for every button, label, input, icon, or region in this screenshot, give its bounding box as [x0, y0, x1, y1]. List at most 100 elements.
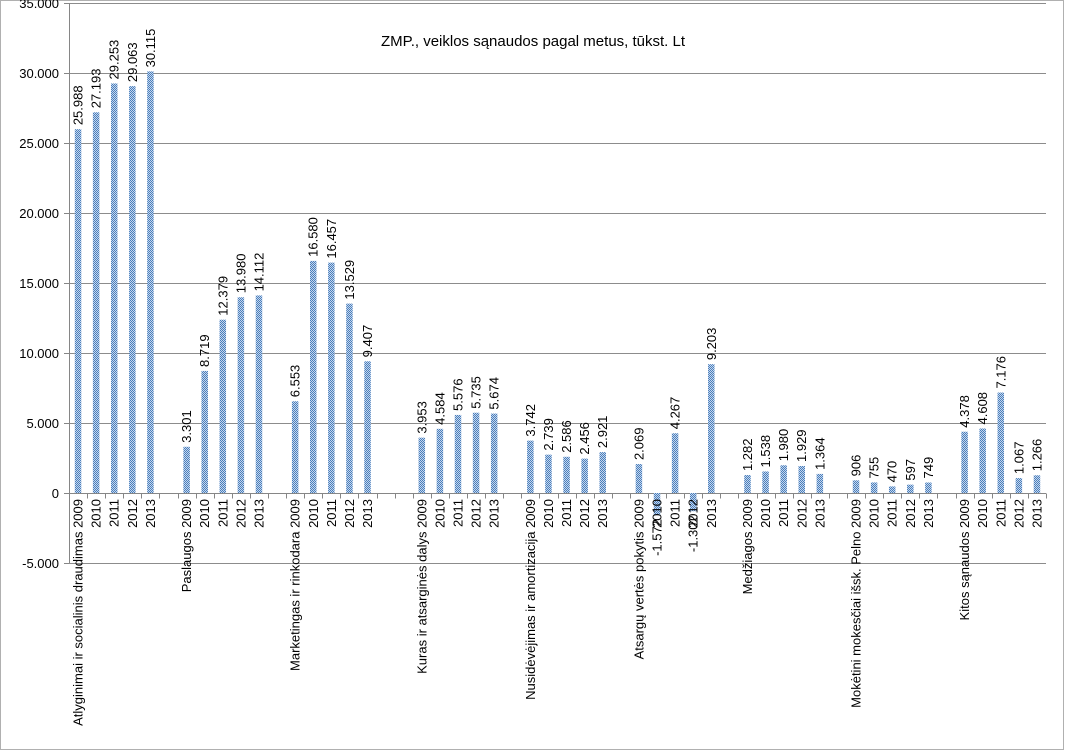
- bar-14: [328, 262, 335, 493]
- bar-3: [129, 86, 136, 494]
- bar-29: [599, 452, 606, 493]
- x-tick-label: 2011: [559, 499, 574, 527]
- bar-34: [689, 493, 697, 512]
- data-label: 2.739: [541, 418, 556, 451]
- data-label: 13.980: [233, 254, 248, 294]
- x-tick-label: 2011: [324, 499, 339, 527]
- bar-21: [454, 414, 462, 493]
- x-tick-label: Kitos sąnaudos 2009: [957, 499, 972, 620]
- x-tick-label: 2013: [812, 499, 827, 528]
- data-label: 14.112: [251, 253, 266, 292]
- x-tick-label: Nusidėvėjimas ir amortizacija 2009: [523, 499, 538, 700]
- x-tick-label: 2010: [306, 499, 321, 528]
- data-label: 2.069: [631, 427, 646, 460]
- data-label: 3.301: [179, 410, 194, 443]
- x-tick-label: Mokėtini mokesčiai išsk. Pelno 2009: [849, 499, 864, 708]
- y-tick-label: -5.000: [22, 556, 59, 571]
- y-tick-label: 15.000: [19, 276, 59, 291]
- data-label: 8.719: [197, 334, 212, 367]
- x-tick-label: 2010: [758, 499, 773, 528]
- data-label: 5.674: [487, 377, 502, 410]
- x-tick-label: Atlyginimai ir socialinis draudimas 2009: [71, 499, 86, 726]
- bar-32: [653, 493, 661, 516]
- data-label: 13.529: [342, 260, 357, 300]
- data-label: 7.176: [993, 356, 1008, 389]
- x-tick-label: 2012: [794, 499, 809, 528]
- x-tick-label: 2011: [107, 499, 122, 527]
- x-tick-label: 2013: [921, 499, 936, 528]
- bar-13: [310, 260, 317, 493]
- y-tick-label: 30.000: [19, 66, 59, 81]
- bar-46: [907, 484, 914, 493]
- x-tick-label: 2013: [360, 499, 375, 528]
- data-label: 9.203: [704, 328, 719, 361]
- data-label: 3.742: [523, 404, 538, 437]
- bar-16: [364, 361, 371, 493]
- x-tick-label: 2011: [450, 499, 465, 527]
- bar-19: [418, 437, 426, 493]
- data-label: 9.407: [360, 325, 375, 358]
- axes: [64, 3, 1047, 564]
- data-label: 29.063: [125, 42, 140, 82]
- gridlines: [69, 3, 1046, 564]
- data-label: 1.266: [1029, 439, 1044, 472]
- x-tick-label: 2010: [975, 499, 990, 528]
- data-label: 1.282: [740, 439, 755, 472]
- data-label: -1.572: [650, 519, 665, 556]
- data-label: 1.067: [1011, 442, 1026, 475]
- x-tick-label: 2013: [595, 499, 610, 528]
- data-label: 1.538: [758, 435, 773, 468]
- x-tick-label: 2012: [342, 499, 357, 528]
- bar-6: [183, 446, 190, 493]
- data-label: 5.735: [469, 376, 484, 409]
- bar-45: [888, 486, 896, 493]
- chart-title: ZMP., veiklos sąnaudos pagal metus, tūks…: [381, 33, 686, 50]
- bar-12: [291, 401, 299, 493]
- y-tick-label: 10.000: [19, 346, 59, 361]
- x-tick-label: 2013: [1029, 499, 1044, 528]
- bar-28: [581, 458, 588, 493]
- data-label: 25.988: [71, 85, 86, 125]
- bar-40: [798, 465, 805, 493]
- y-tick-label: 20.000: [19, 206, 59, 221]
- x-tick-label: 2010: [867, 499, 882, 528]
- data-label: 29.253: [107, 40, 122, 80]
- data-label: -1.302: [686, 515, 701, 552]
- x-tick-label: 2011: [215, 499, 230, 527]
- bars: [74, 71, 1041, 516]
- x-tick-label: 2010: [89, 499, 104, 528]
- x-tick-label: 2012: [233, 499, 248, 528]
- y-tick-label: 25.000: [19, 136, 59, 151]
- x-tick-label: 2011: [885, 499, 900, 527]
- x-tick-label: 2012: [125, 499, 140, 528]
- x-tick-label: 2012: [686, 499, 701, 528]
- bar-7: [201, 370, 208, 493]
- x-tick-label: 2012: [469, 499, 484, 528]
- bar-43: [852, 480, 860, 493]
- bar-38: [762, 471, 769, 493]
- bar-50: [979, 428, 986, 493]
- bar-23: [490, 413, 498, 493]
- data-label: 2.921: [595, 416, 610, 449]
- x-tick-label: 2010: [541, 499, 556, 528]
- data-label: 16.580: [306, 217, 321, 257]
- data-label: 5.576: [450, 378, 465, 411]
- data-label: 4.584: [432, 392, 447, 425]
- x-tick-label: 2011: [776, 499, 791, 527]
- bar-15: [346, 303, 353, 493]
- x-tick-label: 2012: [1011, 499, 1026, 528]
- data-label: 1.929: [794, 429, 809, 462]
- bar-2: [110, 83, 118, 493]
- x-tick-label: 2013: [143, 499, 158, 528]
- bar-31: [635, 464, 643, 493]
- data-label: 16.457: [324, 219, 339, 259]
- bar-39: [780, 465, 787, 493]
- data-label: 906: [849, 455, 864, 477]
- bar-1: [92, 112, 100, 493]
- bar-35: [708, 364, 715, 493]
- x-tick-label: 2013: [704, 499, 719, 528]
- x-tick-label: 2013: [251, 499, 266, 528]
- x-tick-label: 2012: [577, 499, 592, 528]
- x-tick-label: 2011: [668, 499, 683, 527]
- bar-53: [1033, 475, 1041, 493]
